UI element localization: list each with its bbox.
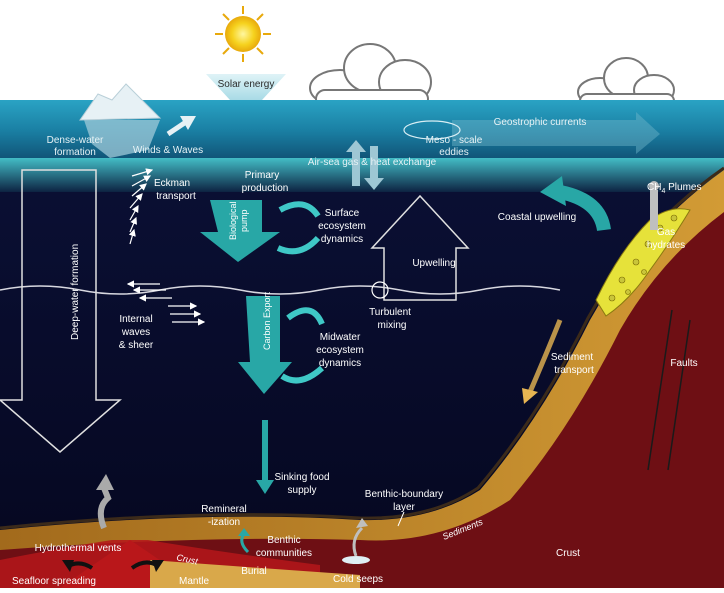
air-sea-label: Air-sea gas & heat exchange — [308, 157, 437, 168]
gas-hydrates-label-1: Gas — [657, 227, 675, 238]
turbulent-mixing-label-2: mixing — [378, 320, 407, 331]
crust-label: Crust — [556, 548, 580, 559]
sinking-food-arrow — [256, 420, 274, 494]
faults-label: Faults — [670, 358, 697, 369]
biological-pump-label-2: pump — [239, 209, 249, 232]
benthic-boundary-pointer — [397, 511, 405, 527]
carbon-export-label: Carbon Export — [262, 291, 272, 350]
upwelling-arrow — [370, 194, 470, 301]
internal-waves-label-2: waves — [121, 327, 150, 338]
hydrothermal-vent-head — [96, 474, 114, 490]
sinking-food-label-2: supply — [288, 485, 317, 496]
internal-waves-label-3: & sheer — [119, 340, 154, 351]
sinking-food-label-1: Sinking food — [274, 472, 329, 483]
turbulent-mixing-icon — [371, 281, 389, 299]
geostrophic-current-arrow — [452, 112, 660, 154]
primary-production-label-2: production — [242, 183, 289, 194]
geostrophic-label: Geostrophic currents — [494, 117, 587, 128]
sun-icon — [215, 6, 271, 62]
benthic-boundary-label-1: Benthic-boundary — [365, 489, 443, 500]
dense-water-label-1: Dense-water — [47, 135, 104, 146]
internal-waves-label-1: Internal — [119, 314, 152, 325]
midwater-eco-label-1: Midwater — [320, 332, 361, 343]
sediment-transport-label-1: Sediment — [551, 352, 593, 363]
seafloor-spreading-label: Seafloor spreading — [12, 576, 96, 587]
sediment-transport-label-2: transport — [554, 365, 594, 376]
turbulent-mixing-label-1: Turbulent — [369, 307, 411, 318]
meso-eddies-label-2: eddies — [439, 147, 468, 158]
eckman-arrows — [128, 168, 154, 245]
solar-energy-label: Solar energy — [218, 79, 275, 90]
remineralization-label-2: -ization — [208, 517, 240, 528]
benthic-communities-label-1: Benthic — [267, 535, 300, 546]
sediment-layer — [0, 170, 724, 550]
hydrothermal-vents-label: Hydrothermal vents — [35, 543, 122, 554]
ch4-plume — [649, 181, 659, 230]
spreading-head-left — [62, 560, 74, 572]
primary-production-label-1: Primary — [245, 170, 279, 181]
hydrothermal-vent-plume — [97, 486, 112, 530]
eckman-label-2: transport — [156, 191, 196, 202]
remineralization-label-1: Remineral — [201, 504, 247, 515]
benthic-communities-label-2: communities — [256, 548, 312, 559]
gas-hydrates-label-2: hydrates — [647, 240, 685, 251]
surface-eco-label-3: dynamics — [321, 234, 363, 245]
deep-water-formation-arrow — [0, 169, 123, 453]
winds-arrow — [166, 119, 188, 137]
burial-label: Burial — [241, 566, 267, 577]
carbon-export-arrow — [238, 296, 292, 394]
cold-seeps-label: Cold seeps — [333, 574, 383, 585]
sediment-transport-head — [522, 388, 538, 404]
faults-lines — [647, 309, 691, 471]
crust-small-label: Crust — [176, 552, 200, 566]
dense-water-label-2: formation — [54, 147, 96, 158]
remineralization-head — [238, 528, 250, 536]
surface-eco-label-1: Surface — [325, 208, 360, 219]
midwater-eco-loop — [280, 365, 325, 384]
upwelling-label: Upwelling — [412, 258, 455, 269]
biological-pump-arrow — [200, 200, 280, 262]
spreading-head-right — [152, 560, 164, 572]
midwater-eco-label-3: dynamics — [319, 358, 361, 369]
winds-waves-label: Winds & Waves — [133, 145, 203, 156]
deep-water-formation-label: Deep-water formation — [70, 244, 81, 340]
solar-beam — [206, 74, 286, 100]
internal-wave-arrows — [126, 280, 206, 326]
mantle-band — [150, 560, 360, 588]
surface-eco-loop — [278, 201, 321, 218]
gas-hydrates-pocket — [595, 208, 691, 317]
iceberg-icon — [79, 83, 162, 158]
coastal-upwelling-label: Coastal upwelling — [498, 212, 576, 223]
surface-eco-loop — [276, 235, 321, 255]
coastal-upwelling-head — [540, 176, 566, 206]
sediment-transport-arrow — [527, 319, 563, 393]
midwater-eco-loop — [286, 307, 325, 326]
crust-layer — [0, 190, 724, 588]
coastal-upwelling-arrow — [558, 185, 611, 232]
biological-pump-label-1: Biological — [228, 201, 238, 240]
benthic-boundary-label-2: layer — [393, 502, 415, 513]
air-sea-head-up — [346, 140, 366, 152]
midwater-eco-label-2: ecosystem — [316, 345, 364, 356]
mantle-label: Mantle — [179, 576, 209, 587]
meso-eddies-label-1: Meso - scale — [426, 135, 483, 146]
cold-seep-head — [356, 518, 368, 528]
cold-seep-plume — [352, 526, 364, 557]
cold-seep-pool — [342, 556, 370, 564]
eckman-label-1: Eckman — [154, 178, 190, 189]
surface-eco-label-2: ecosystem — [318, 221, 366, 232]
air-sea-head-down — [364, 178, 384, 190]
ch4-plumes-label: CH4 Plumes — [647, 182, 701, 195]
euphotic-glow — [0, 158, 724, 194]
pycnocline-line — [0, 285, 561, 295]
winds-head — [180, 116, 196, 130]
meso-eddy-ellipse — [403, 120, 461, 140]
